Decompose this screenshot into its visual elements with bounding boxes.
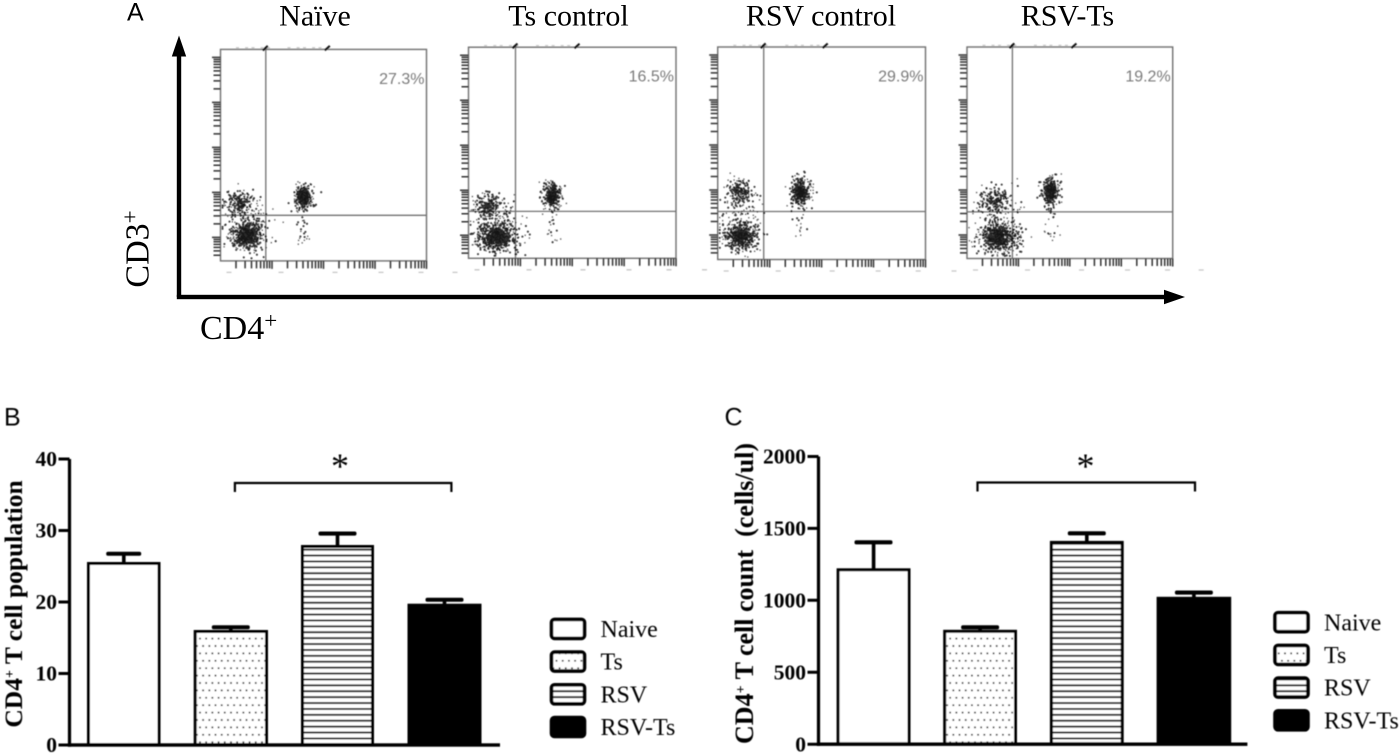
svg-text:27.3%: 27.3% [379,71,424,88]
svg-text:Naïve: Naïve [279,0,351,33]
svg-text:16.5%: 16.5% [629,69,674,86]
svg-text:RSV-Ts: RSV-Ts [601,715,676,741]
svg-text:A: A [127,0,144,27]
svg-text:RSV: RSV [1324,676,1371,702]
svg-text:Naive: Naive [601,617,658,643]
svg-text:2000: 2000 [763,445,806,469]
svg-text:RSV-Ts: RSV-Ts [1324,708,1399,734]
svg-text:0: 0 [46,733,57,754]
svg-text:30: 30 [36,519,58,543]
svg-text:C: C [725,404,743,432]
svg-text:RSV: RSV [601,682,648,708]
svg-text:19.2%: 19.2% [1125,69,1170,86]
svg-text:1500: 1500 [763,517,806,541]
svg-text:20: 20 [36,590,58,614]
svg-text:Ts: Ts [1324,643,1346,669]
svg-text:40: 40 [36,447,58,471]
svg-text:RSV-Ts: RSV-Ts [1021,0,1115,33]
svg-text:*: * [1077,446,1095,486]
svg-text:1000: 1000 [763,589,806,613]
svg-text:Ts control: Ts control [508,0,628,33]
svg-text:29.9%: 29.9% [878,69,923,86]
svg-text:Ts: Ts [601,650,623,676]
svg-text:500: 500 [774,661,806,685]
svg-text:Naive: Naive [1324,610,1381,636]
svg-text:10: 10 [36,662,58,686]
svg-text:*: * [331,446,349,486]
svg-text:CD4+ T cell population: CD4+ T cell population [0,480,28,727]
svg-text:RSV control: RSV control [746,0,896,33]
svg-text:CD4+ T cell count (cells/ul): CD4+ T cell count (cells/ul) [730,443,759,744]
svg-text:B: B [4,404,21,432]
svg-text:0: 0 [795,732,806,754]
